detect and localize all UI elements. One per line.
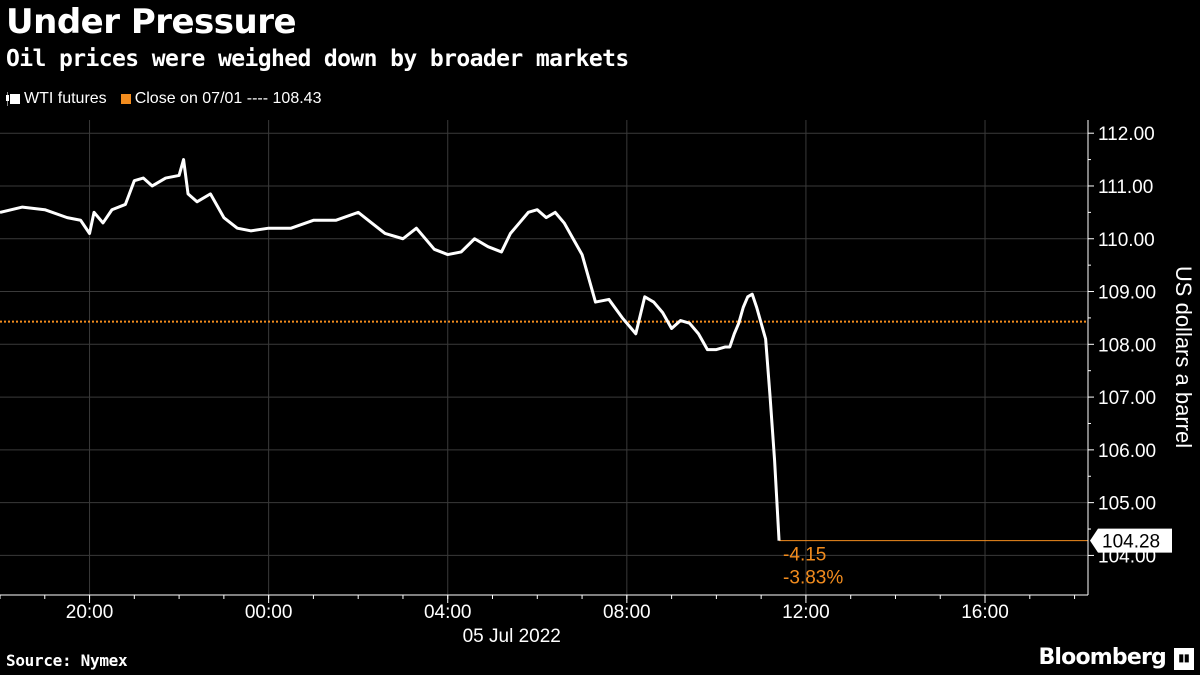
y-tick-label: 105.00 [1098,494,1156,515]
last-value-label: 104.28 [1102,532,1160,553]
chart-subtitle: Oil prices were weighed down by broader … [6,46,629,72]
legend-item-wti: WTI futures [6,90,107,108]
y-tick-label: 108.00 [1098,335,1156,356]
chart-title: Under Pressure [6,2,297,42]
x-tick-label: 12:00 [782,602,830,623]
brand-logo: Bloomberg [1038,645,1166,670]
change-annotation: -4.15 [783,545,826,566]
y-tick-label: 111.00 [1098,177,1153,198]
candlestick-icon [6,92,9,106]
last-value-badge-shape [1090,528,1172,553]
last-value-badge: 104.28 [1090,528,1172,553]
x-axis-date-label: 05 Jul 2022 [463,626,561,647]
legend-swatch-wti [10,94,20,104]
axes [0,120,1094,603]
y-tick-label: 107.00 [1098,388,1156,409]
legend-swatch-close [120,94,131,104]
x-tick-label: 08:00 [603,602,651,623]
y-axis-label: US dollars a barrel [1171,266,1196,448]
source-note: Source: Nymex [6,651,128,670]
legend-label-wti: WTI futures [24,90,107,107]
series-line-wti [0,158,781,541]
y-tick-label: 109.00 [1098,283,1156,304]
x-tick-label: 20:00 [66,602,114,623]
x-tick-labels: 20:00 00:00 04:00 08:00 12:00 16:00 [66,602,1009,623]
legend: WTI futures Close on 07/01 ---- 108.43 [6,90,335,108]
x-tick-label: 00:00 [245,602,293,623]
bloomberg-chart-icon: ▮▮ [1174,648,1194,670]
x-tick-label: 04:00 [424,602,472,623]
y-tick-label: 112.00 [1098,124,1155,145]
legend-item-close: Close on 07/01 ---- 108.43 [120,90,322,108]
change-pct-annotation: -3.83% [783,568,843,589]
x-tick-label: 16:00 [961,602,1009,623]
y-tick-labels: 112.00 111.00 110.00 109.00 108.00 107.00 106.… [1098,124,1156,567]
y-tick-label: 110.00 [1098,230,1155,251]
y-tick-label: 106.00 [1098,441,1156,462]
grid-lines [0,120,1088,595]
legend-label-close: Close on 07/01 ---- 108.43 [134,90,322,107]
